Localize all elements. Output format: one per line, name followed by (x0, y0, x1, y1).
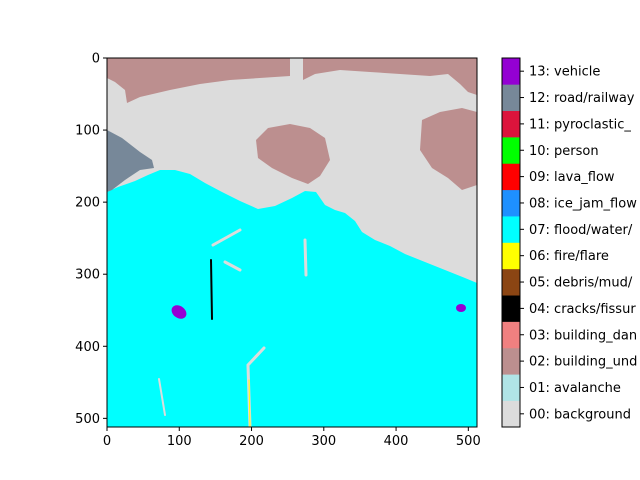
colorbar-swatch-00 (502, 400, 520, 428)
colorbar-swatch-09 (502, 163, 520, 191)
colorbar-label-10: 10: person (529, 144, 599, 159)
region-vehicle-left (171, 305, 187, 319)
x-tick-label: 400 (384, 434, 409, 449)
y-tick-label: 400 (75, 340, 100, 355)
region-building-undamaged-topright (303, 58, 477, 95)
colorbar-swatch-07 (502, 216, 520, 243)
x-tick-label: 300 (311, 434, 336, 449)
colorbar-frame (501, 57, 521, 428)
colorbar-label-02: 02: building_und (529, 355, 637, 370)
colorbar-swatch-08 (502, 189, 520, 217)
x-axis: 0 100 200 300 400 500 (103, 427, 481, 449)
segmentation-map (107, 58, 477, 427)
colorbar-label-07: 07: flood/water/ (529, 223, 633, 238)
colorbar-label-01: 01: avalanche (529, 381, 621, 396)
region-thin-structures (158, 228, 308, 427)
region-vehicle-right (456, 304, 466, 312)
colorbar-swatch-10 (502, 137, 520, 164)
x-tick-label: 200 (239, 434, 264, 449)
colorbar-swatch-02 (502, 347, 520, 375)
colorbar-swatch-13 (502, 58, 520, 85)
colorbar-label-04: 04: cracks/fissur (529, 302, 636, 317)
x-tick-label: 100 (167, 434, 192, 449)
colorbar-label-05: 05: debris/mud/ (529, 276, 633, 291)
colorbar-label-08: 08: ice_jam_flow (529, 196, 637, 211)
x-tick-label: 500 (456, 434, 481, 449)
colorbar-swatch-06 (502, 242, 520, 270)
colorbar-swatch-03 (502, 321, 520, 349)
colorbar-swatch-11 (502, 110, 520, 138)
colorbar-label-06: 06: fire/flare (529, 249, 609, 264)
image-axes-frame (106, 57, 478, 428)
colorbar-label-03: 03: building_dan (529, 328, 637, 343)
y-tick-label: 200 (75, 196, 100, 211)
region-building-undamaged-right (420, 108, 477, 190)
colorbar-label-09: 09: lava_flow (529, 170, 615, 185)
region-flood-water (107, 170, 477, 427)
colorbar-label-12: 12: road/railway (529, 91, 635, 106)
colorbar-swatch-05 (502, 268, 520, 296)
x-tick-label: 0 (103, 434, 111, 449)
colorbar-swatch-04 (502, 295, 520, 322)
y-tick-label: 500 (75, 412, 100, 427)
region-road-railway (107, 130, 154, 192)
colorbar: 00: background 01: avalanche 02: building_… (501, 57, 637, 428)
y-tick-label: 300 (75, 268, 100, 283)
region-building-undamaged-top (107, 58, 290, 103)
colorbar-label-11: 11: pyroclastic_ (529, 117, 631, 132)
colorbar-swatch-01 (502, 374, 520, 401)
y-tick-label: 100 (75, 124, 100, 139)
y-axis: 0 100 200 300 400 500 (75, 52, 107, 427)
region-building-undamaged-middle (256, 124, 330, 184)
colorbar-swatch-12 (502, 84, 520, 112)
colorbar-label-13: 13: vehicle (529, 65, 600, 80)
y-tick-label: 0 (92, 52, 100, 67)
colorbar-label-00: 00: background (529, 407, 631, 422)
